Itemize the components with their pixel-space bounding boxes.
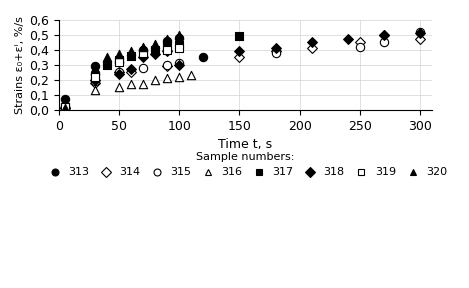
Point xyxy=(164,39,171,43)
Point xyxy=(61,105,68,109)
Point xyxy=(380,33,387,37)
Point xyxy=(164,37,171,42)
Point xyxy=(175,46,183,51)
Point xyxy=(188,73,195,78)
Point xyxy=(308,40,315,45)
Point xyxy=(344,37,351,42)
X-axis label: Time t, s: Time t, s xyxy=(219,138,272,151)
Point xyxy=(61,97,68,102)
Point xyxy=(139,55,147,60)
Point xyxy=(139,48,147,52)
Point xyxy=(380,33,387,37)
Point xyxy=(151,78,159,82)
Point xyxy=(272,49,279,54)
Point xyxy=(91,66,99,70)
Point xyxy=(91,75,99,79)
Point xyxy=(164,76,171,81)
Point xyxy=(235,34,243,39)
Point xyxy=(164,48,171,52)
Point xyxy=(128,54,135,58)
Point xyxy=(61,105,68,109)
Point xyxy=(272,51,279,55)
Point xyxy=(91,78,99,82)
Point xyxy=(416,31,424,36)
Point xyxy=(139,66,147,70)
Point xyxy=(91,64,99,69)
Point xyxy=(416,37,424,42)
Point xyxy=(91,72,99,76)
Point xyxy=(61,105,68,109)
Y-axis label: Strains ε₀+εᴵ, %/s: Strains ε₀+εᴵ, %/s xyxy=(15,16,25,114)
Point xyxy=(416,30,424,34)
Point xyxy=(115,52,123,57)
Point xyxy=(115,72,123,76)
Point xyxy=(91,88,99,93)
Point xyxy=(151,52,159,57)
Point xyxy=(272,46,279,51)
Point xyxy=(91,79,99,84)
Point xyxy=(91,75,99,79)
Legend: 313, 314, 315, 316, 317, 318, 319, 320: 313, 314, 315, 316, 317, 318, 319, 320 xyxy=(42,150,449,180)
Point xyxy=(164,45,171,49)
Point xyxy=(61,106,68,111)
Point xyxy=(151,42,159,46)
Point xyxy=(139,51,147,55)
Point xyxy=(115,70,123,75)
Point xyxy=(115,85,123,90)
Point xyxy=(164,64,171,69)
Point xyxy=(128,82,135,87)
Point xyxy=(175,36,183,40)
Point xyxy=(139,45,147,49)
Point xyxy=(308,46,315,51)
Point xyxy=(199,55,207,60)
Point xyxy=(175,43,183,48)
Point xyxy=(115,70,123,75)
Point xyxy=(128,49,135,54)
Point xyxy=(115,60,123,64)
Point xyxy=(164,63,171,67)
Point xyxy=(164,49,171,54)
Point xyxy=(61,106,68,111)
Point xyxy=(103,55,111,60)
Point xyxy=(91,81,99,85)
Point xyxy=(164,48,171,52)
Point xyxy=(151,48,159,52)
Point xyxy=(175,61,183,66)
Point xyxy=(128,70,135,75)
Point xyxy=(175,63,183,67)
Point xyxy=(139,82,147,87)
Point xyxy=(61,106,68,111)
Point xyxy=(380,40,387,45)
Point xyxy=(128,67,135,72)
Point xyxy=(61,106,68,111)
Point xyxy=(175,33,183,37)
Point xyxy=(139,51,147,55)
Point xyxy=(115,60,123,64)
Point xyxy=(61,105,68,109)
Point xyxy=(356,40,363,45)
Point xyxy=(235,49,243,54)
Point xyxy=(115,58,123,63)
Point xyxy=(235,55,243,60)
Point xyxy=(356,45,363,49)
Point xyxy=(175,75,183,79)
Point xyxy=(103,63,111,67)
